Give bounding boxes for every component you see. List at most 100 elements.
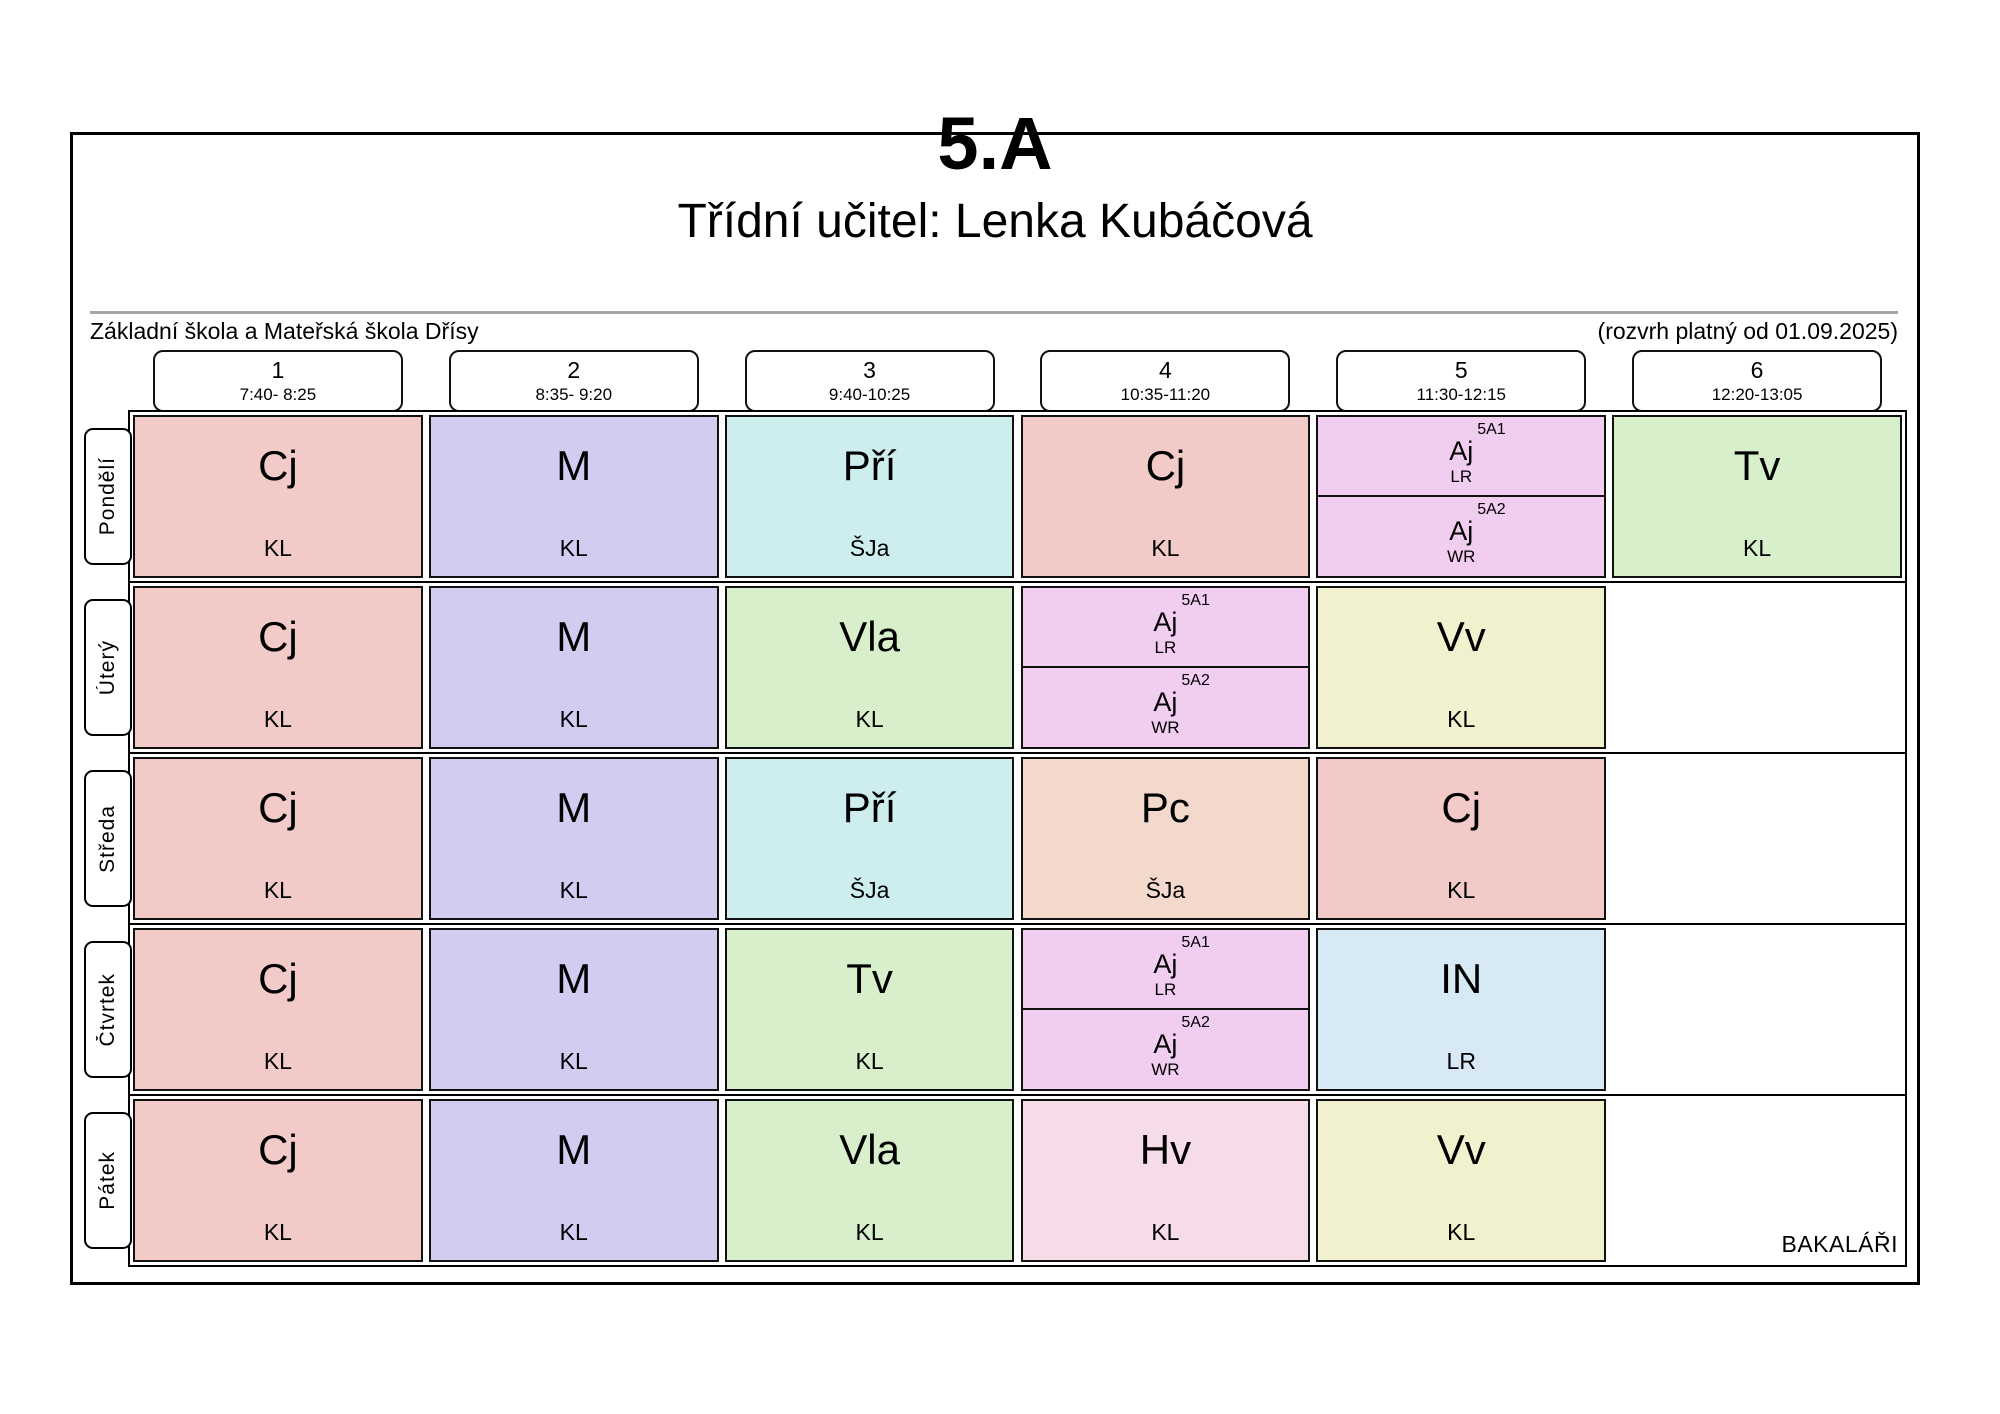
- teacher-abbreviation: KL: [263, 877, 292, 903]
- lesson-cell-4-2: M KL: [428, 928, 719, 1091]
- group-half-5A2: 5A2 Aj WR: [1318, 497, 1604, 577]
- lesson-cell-5-2: M KL: [428, 1099, 719, 1262]
- lesson-cell-2-2: M KL: [428, 586, 719, 749]
- subject-abbreviation: Cj: [258, 784, 298, 831]
- day-label-5: Pátek: [84, 1112, 132, 1249]
- group-half-5A2: 5A2 Aj WR: [1023, 1010, 1309, 1090]
- subject-abbreviation: Hv: [1139, 1126, 1192, 1173]
- teacher-abbreviation: WR: [1151, 1059, 1180, 1079]
- day-row-2: Cj KL M KL Vla KL 5A1 Aj LR 5A2 Aj WR Vv KL: [128, 581, 1907, 754]
- period-number: 5: [1454, 357, 1468, 383]
- day-name: Pátek: [96, 1151, 119, 1210]
- teacher-abbreviation: KL: [263, 1219, 292, 1245]
- teacher-abbreviation: KL: [559, 877, 588, 903]
- group-tag: 5A2: [1181, 671, 1210, 689]
- subject-abbreviation: Pří: [842, 784, 897, 831]
- day-name: Pondělí: [96, 457, 119, 536]
- day-label-4: Čtvrtek: [84, 941, 132, 1078]
- period-header-4: 4 10:35-11:20: [1040, 350, 1291, 412]
- subject-abbreviation: Pc: [1140, 784, 1190, 831]
- teacher-abbreviation: LR: [1154, 638, 1177, 657]
- period-time: 9:40-10:25: [828, 385, 911, 404]
- bakalari-brand-label: BAKALÁŘI: [1781, 1231, 1898, 1257]
- teacher-abbreviation: KL: [1151, 535, 1180, 561]
- lesson-cell-1-1: Cj KL: [133, 415, 423, 578]
- period-time: 11:30-12:15: [1416, 385, 1506, 404]
- teacher-abbreviation: LR: [1154, 980, 1177, 999]
- lesson-cell-2-5: Vv KL: [1316, 586, 1607, 749]
- school-name: Základní škola a Mateřská škola Dřísy: [90, 318, 479, 344]
- teacher-abbreviation: KL: [263, 706, 292, 732]
- subject-abbreviation: Vv: [1436, 613, 1486, 660]
- subject-abbreviation: Vv: [1436, 1126, 1486, 1173]
- teacher-abbreviation: ŠJa: [1145, 877, 1186, 903]
- subject-abbreviation: Vla: [839, 1126, 900, 1173]
- period-time: 8:35- 9:20: [535, 385, 613, 404]
- teacher-abbreviation: LR: [1446, 1048, 1476, 1074]
- day-label-3: Středa: [84, 770, 132, 907]
- day-label-2: Úterý: [84, 599, 132, 736]
- lesson-cell-5-5: Vv KL: [1316, 1099, 1607, 1262]
- group-tag: 5A1: [1477, 421, 1506, 438]
- lesson-cell-3-2: M KL: [428, 757, 719, 920]
- teacher-abbreviation: KL: [855, 1048, 884, 1074]
- group-half-5A1: 5A1 Aj LR: [1318, 417, 1605, 497]
- period-number: 4: [1159, 357, 1172, 383]
- subject-abbreviation: Cj: [1145, 442, 1186, 489]
- period-time: 7:40- 8:25: [239, 385, 317, 404]
- subject-abbreviation: M: [556, 1126, 592, 1173]
- group-tag: 5A1: [1181, 592, 1210, 609]
- teacher-abbreviation: KL: [559, 706, 588, 732]
- subject-abbreviation: Aj: [1153, 686, 1178, 717]
- subject-abbreviation: Cj: [258, 613, 298, 660]
- day-name: Středa: [96, 804, 119, 873]
- subject-abbreviation: Aj: [1449, 515, 1474, 546]
- group-tag: 5A1: [1181, 934, 1210, 951]
- subject-abbreviation: Aj: [1153, 607, 1178, 637]
- teacher-abbreviation: KL: [1447, 877, 1476, 903]
- period-header-3: 3 9:40-10:25: [744, 350, 995, 412]
- lesson-cell-3-1: Cj KL: [133, 757, 423, 920]
- teacher-abbreviation: ŠJa: [849, 535, 890, 561]
- period-header-6: 6 12:20-13:05: [1632, 350, 1883, 412]
- teacher-abbreviation: LR: [1450, 467, 1473, 486]
- page-title: 5.A: [937, 102, 1053, 185]
- teacher-abbreviation: KL: [855, 706, 884, 732]
- subject-abbreviation: Tv: [1733, 442, 1781, 489]
- lesson-cell-1-4: Cj KL: [1020, 415, 1311, 578]
- day-row-4: Cj KL M KL Tv KL 5A1 Aj LR 5A2 Aj WR IN LR: [128, 923, 1907, 1096]
- teacher-abbreviation: KL: [1447, 1219, 1476, 1245]
- subject-abbreviation: M: [556, 955, 592, 1002]
- group-half-5A1: 5A1 Aj LR: [1022, 588, 1309, 668]
- teacher-abbreviation: KL: [263, 1048, 292, 1074]
- group-tag: 5A2: [1181, 1013, 1210, 1031]
- day-row-5: Cj KL M KL Vla KL Hv KL Vv KL: [128, 1094, 1907, 1267]
- subject-abbreviation: Cj: [1441, 784, 1482, 831]
- lesson-cell-5-4: Hv KL: [1020, 1099, 1311, 1262]
- class-teacher-subtitle: Třídní učitel: Lenka Kubáčová: [677, 195, 1313, 248]
- lesson-cell-4-4: 5A1 Aj LR 5A2 Aj WR: [1020, 928, 1311, 1091]
- lesson-cell-4-1: Cj KL: [133, 928, 423, 1091]
- teacher-abbreviation: KL: [263, 535, 292, 561]
- divider-rule: [90, 311, 1898, 314]
- lesson-cell-2-1: Cj KL: [133, 586, 423, 749]
- period-number: 6: [1750, 357, 1764, 383]
- teacher-abbreviation: KL: [855, 1219, 884, 1245]
- teacher-abbreviation: WR: [1151, 717, 1180, 737]
- subject-abbreviation: Aj: [1449, 436, 1474, 466]
- period-number: 1: [271, 357, 285, 383]
- lesson-cell-4-5: IN LR: [1316, 928, 1607, 1091]
- teacher-abbreviation: KL: [559, 1048, 588, 1074]
- lesson-cell-3-5: Cj KL: [1316, 757, 1607, 920]
- period-number: 3: [863, 357, 876, 383]
- group-half-5A2: 5A2 Aj WR: [1023, 668, 1309, 748]
- lesson-cell-5-1: Cj KL: [133, 1099, 423, 1262]
- subject-abbreviation: M: [556, 784, 592, 831]
- teacher-abbreviation: KL: [1743, 535, 1772, 561]
- lesson-cell-2-4: 5A1 Aj LR 5A2 Aj WR: [1020, 586, 1311, 749]
- lesson-cell-1-2: M KL: [428, 415, 719, 578]
- validity-note: (rozvrh platný od 01.09.2025): [1597, 318, 1898, 344]
- lesson-cell-5-3: Vla KL: [724, 1099, 1015, 1262]
- subject-abbreviation: Tv: [846, 955, 893, 1002]
- lesson-cell-4-3: Tv KL: [724, 928, 1015, 1091]
